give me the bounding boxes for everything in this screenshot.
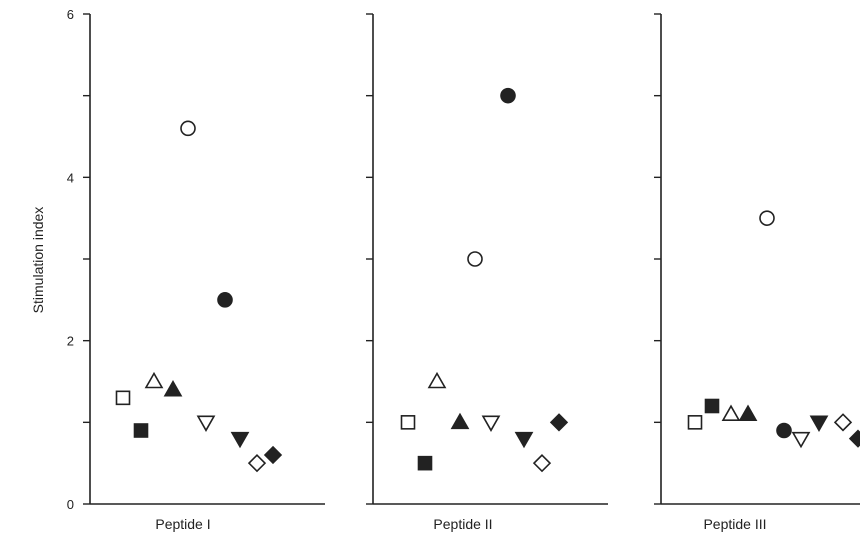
data-point-filled-circle <box>776 422 792 439</box>
data-point-filled-triangle-up <box>738 404 758 421</box>
y-tick-label: 2 <box>67 334 74 349</box>
data-point-filled-triangle-down <box>809 415 829 432</box>
y-axis-label: Stimulation index <box>30 207 46 314</box>
panel-label: Peptide II <box>433 516 492 532</box>
data-point-open-diamond <box>247 454 267 473</box>
data-point-open-triangle-up <box>427 371 447 389</box>
data-point-open-circle <box>759 210 775 226</box>
data-point-filled-diamond <box>549 413 569 432</box>
data-point-open-triangle-down <box>481 415 501 432</box>
panel-label: Peptide I <box>155 516 210 532</box>
data-point-open-square <box>400 415 416 430</box>
data-point-filled-diamond <box>848 429 860 448</box>
data-point-open-square <box>687 415 703 430</box>
data-point-open-circle <box>467 251 483 267</box>
data-point-filled-triangle-up <box>163 380 183 397</box>
data-point-open-circle <box>180 120 196 137</box>
chart-panels: 0 2 4 6 Peptide I Peptide II Peptide III <box>67 7 860 532</box>
data-point-filled-square <box>133 423 149 438</box>
data-point-filled-triangle-up <box>450 412 470 430</box>
data-point-filled-square <box>417 455 433 471</box>
y-tick-label: 6 <box>67 7 74 22</box>
data-point-filled-square <box>704 398 720 414</box>
data-point-filled-circle <box>217 292 233 308</box>
panel-1: 0 2 4 6 Peptide I <box>67 7 325 532</box>
panel-label: Peptide III <box>703 516 766 532</box>
data-point-filled-circle <box>500 87 516 104</box>
data-point-open-diamond <box>833 413 853 432</box>
y-tick-label: 0 <box>67 497 74 512</box>
data-point-filled-diamond <box>263 445 283 465</box>
y-tick-label: 4 <box>67 170 74 185</box>
data-point-open-square <box>115 390 131 406</box>
data-point-open-triangle-down <box>791 431 811 449</box>
data-point-open-triangle-down <box>196 415 216 432</box>
data-point-open-triangle-up <box>721 404 741 421</box>
data-point-open-diamond <box>532 454 552 473</box>
panel-2: Peptide II <box>366 13 608 532</box>
data-point-filled-triangle-down <box>514 431 534 449</box>
data-point-open-triangle-up <box>144 371 164 389</box>
panel-3: Peptide III <box>654 13 860 532</box>
data-point-filled-triangle-down <box>230 431 250 449</box>
